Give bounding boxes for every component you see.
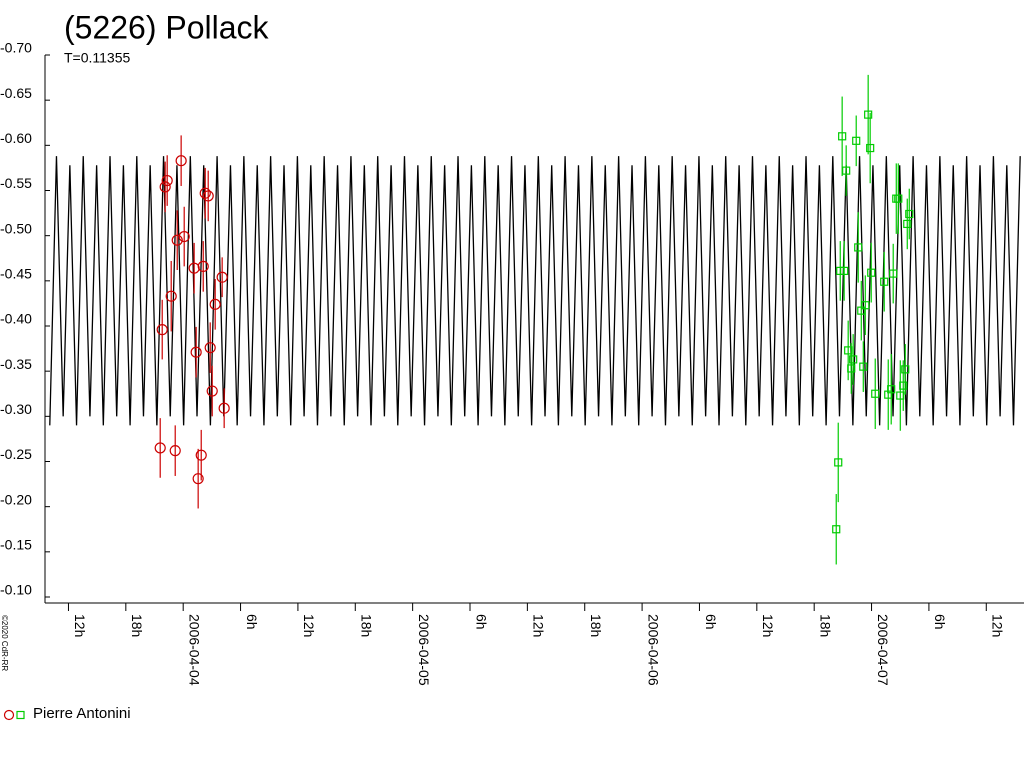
data-point	[887, 385, 896, 394]
data-point	[854, 243, 863, 252]
data-point	[204, 342, 216, 354]
data-point	[206, 385, 218, 397]
y-tick-label: -0.25	[0, 446, 32, 462]
data-point	[849, 355, 858, 364]
data-point	[171, 234, 183, 246]
x-tick-label: 6h	[473, 614, 489, 630]
data-point	[894, 194, 903, 203]
data-point	[199, 187, 211, 199]
copyright: ©2020 CdR-RR	[0, 615, 9, 671]
legend-marker	[3, 709, 15, 721]
x-tick-label: 12h	[760, 614, 776, 637]
data-point	[165, 290, 177, 302]
data-point	[197, 260, 209, 272]
x-tick-label: 2006-04-05	[416, 614, 432, 686]
data-point	[889, 269, 898, 278]
data-point	[832, 525, 841, 534]
y-tick-label: -0.10	[0, 582, 32, 598]
data-point	[905, 209, 914, 219]
data-point	[190, 346, 202, 358]
data-point	[838, 132, 847, 141]
chart-title: (5226) Pollack	[64, 9, 270, 45]
y-tick-label: -0.60	[0, 130, 32, 146]
data-point	[880, 277, 889, 286]
x-tick-label: 2006-04-04	[186, 614, 202, 686]
x-tick-label: 6h	[244, 614, 260, 630]
data-point	[840, 266, 849, 275]
data-point	[218, 402, 230, 414]
y-tick-label: -0.15	[0, 537, 32, 553]
y-tick-label: -0.50	[0, 220, 32, 236]
data-point	[901, 365, 910, 374]
data-point	[154, 442, 166, 454]
data-point	[864, 110, 873, 119]
data-point	[195, 449, 207, 461]
legend-label: Pierre Antonini	[33, 705, 131, 722]
data-point	[867, 268, 876, 277]
data-point	[866, 143, 875, 153]
x-tick-label: 18h	[817, 614, 833, 637]
data-point	[169, 445, 181, 457]
y-tick-label: -0.45	[0, 266, 32, 282]
data-point	[847, 364, 856, 373]
data-point	[161, 174, 173, 187]
data-point	[178, 230, 190, 243]
data-point	[871, 389, 880, 398]
legend-marker	[16, 710, 25, 720]
x-tick-label: 18h	[359, 614, 375, 637]
y-tick-label: -0.30	[0, 401, 32, 417]
x-tick-label: 12h	[531, 614, 547, 637]
data-point	[159, 181, 171, 193]
chart-subtitle: T=0.11355	[64, 50, 131, 66]
x-tick-label: 18h	[588, 614, 604, 637]
data-point	[861, 301, 870, 310]
data-point	[209, 298, 221, 310]
x-tick-label: 6h	[932, 614, 948, 630]
data-point	[852, 136, 861, 145]
data-point	[834, 458, 843, 467]
data-point	[899, 381, 908, 390]
y-tick-label: -0.35	[0, 356, 32, 372]
x-tick-label: 12h	[990, 614, 1006, 637]
data-point	[202, 190, 214, 202]
y-tick-label: -0.40	[0, 311, 32, 327]
y-tick-label: -0.65	[0, 85, 32, 101]
data-point	[156, 324, 168, 336]
x-tick-label: 6h	[703, 614, 719, 630]
x-tick-label: 12h	[301, 614, 317, 637]
data-point	[216, 271, 228, 283]
data-point	[192, 473, 204, 485]
data-point	[842, 166, 851, 175]
model-curve	[49, 156, 1021, 426]
x-tick-label: 2006-04-06	[645, 614, 661, 686]
x-tick-label: 12h	[72, 614, 88, 637]
y-tick-label: -0.55	[0, 175, 32, 191]
data-point	[859, 362, 868, 371]
x-tick-label: 18h	[129, 614, 145, 637]
data-point	[903, 219, 912, 229]
y-tick-label: -0.20	[0, 491, 32, 507]
data-point	[175, 155, 187, 167]
y-tick-label: -0.70	[0, 40, 32, 56]
x-tick-label: 2006-04-07	[875, 614, 891, 686]
